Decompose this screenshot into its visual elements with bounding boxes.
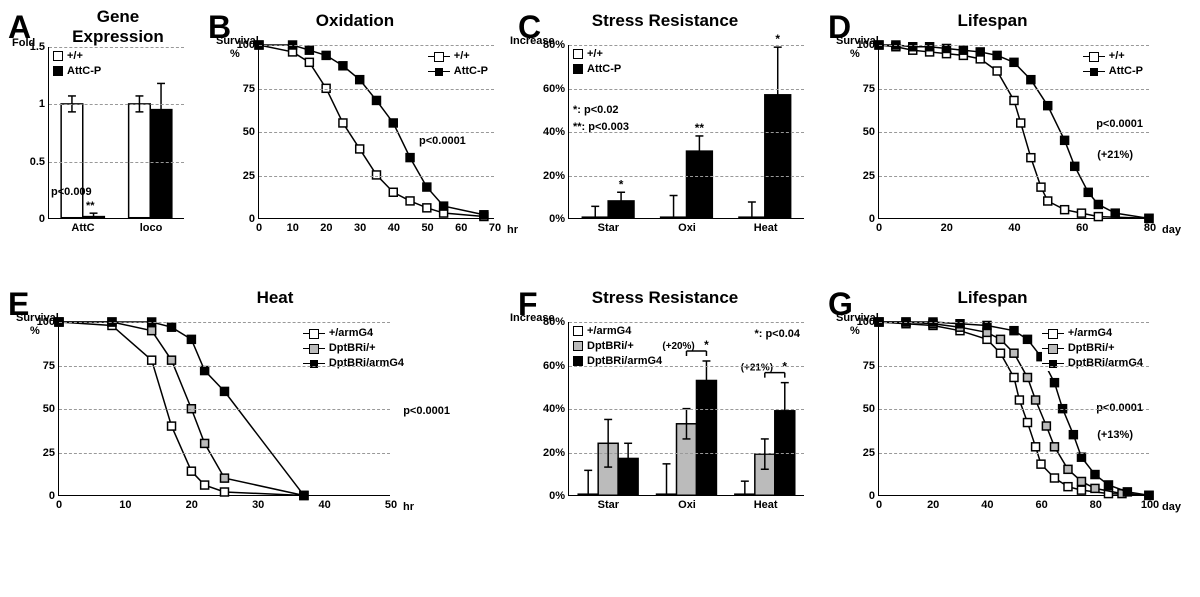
panel-title: Lifespan — [830, 288, 1155, 308]
square-open-icon — [53, 51, 63, 61]
line-grey-icon — [1042, 348, 1064, 349]
line-filled-icon — [1083, 71, 1105, 72]
line-open-icon — [1042, 333, 1064, 334]
legend-box: +/+ AttC-P — [573, 47, 621, 77]
legend-item-s1: +/armG4 — [573, 324, 662, 339]
line-filled-icon — [428, 71, 450, 72]
legend-box: +/+ AttC-P — [1083, 49, 1143, 79]
panel-lifespan-d: D Lifespan Survival % 0255075100 0204060… — [830, 15, 1155, 247]
legend-item-s2: DptBRi/+ — [303, 341, 404, 356]
legend-box: +/+ AttC-P — [428, 49, 488, 79]
square-open-icon — [573, 326, 583, 336]
square-grey-icon — [573, 341, 583, 351]
legend-item-s2: DptBRi/+ — [1042, 341, 1143, 356]
bar-chart-area: 0%20%40%60%80% StarOxiHeat **** +/+ AttC… — [568, 45, 804, 219]
legend-box: +/armG4 DptBRi/+ DptBRi/armG4 — [573, 324, 662, 369]
x-axis-ticks: 010203040506070 — [259, 220, 494, 236]
x-unit-label: hr — [507, 224, 518, 236]
x-axis-ticks: AttCloco — [49, 220, 184, 236]
panel-title: Gene Expression — [46, 7, 190, 47]
square-open-icon — [573, 49, 583, 59]
significance-stars: ** — [86, 200, 95, 212]
p-value-note: p<0.0001 — [1096, 402, 1143, 414]
line-open-icon — [428, 56, 450, 57]
legend-item-wt: +/+ — [1083, 49, 1143, 64]
line-grey-icon — [303, 348, 325, 349]
legend-item-s3: DptBRi/armG4 — [303, 356, 404, 371]
x-unit-label: day — [1162, 501, 1181, 513]
bar-chart-area: 00.511.5 AttCloco +/+ AttC-P p<0.009 ** — [48, 47, 184, 219]
pct-note: (+21%) — [1097, 149, 1133, 161]
panel-lifespan-g: G Lifespan Survival % 0255075100 0204060… — [830, 292, 1155, 524]
line-chart-area: 0255075100 020406080 +/+ AttC-P p<0.0001… — [878, 45, 1149, 219]
legend-item-wt: +/+ — [53, 49, 101, 64]
panel-stress-resistance-c: C Stress Resistance Increase 0%20%40%60%… — [520, 15, 810, 247]
legend-item-mut: AttC-P — [1083, 64, 1143, 79]
panel-title: Heat — [50, 288, 500, 308]
y-axis-ticks: 0%20%40%60%80% — [533, 322, 567, 495]
p-value-note: p<0.0001 — [403, 405, 450, 417]
legend-item-mut: AttC-P — [428, 64, 488, 79]
legend-item-wt: +/+ — [573, 47, 621, 62]
legend-item-mut: AttC-P — [53, 64, 101, 79]
p-value-note: p<0.0001 — [1096, 118, 1143, 130]
y-axis-ticks: 0%20%40%60%80% — [533, 45, 567, 218]
line-open-icon — [303, 333, 325, 334]
svg-text:(+21%): (+21%) — [741, 363, 773, 374]
svg-text:*: * — [704, 338, 709, 352]
line-chart-area: 0255075100 020406080100 +/armG4 DptBRi/+… — [878, 322, 1149, 496]
legend-item-s3: DptBRi/armG4 — [1042, 356, 1143, 371]
svg-text:(+20%): (+20%) — [662, 341, 694, 352]
panel-oxidation: B Oxidation Survival % 0255075100 010203… — [210, 15, 500, 247]
panel-title: Oxidation — [210, 11, 500, 31]
square-filled-icon — [573, 64, 583, 74]
line-filled-icon — [1042, 363, 1064, 364]
bar-chart-area: 0%20%40%60%80% StarOxiHeat *(+20%)*(+21%… — [568, 322, 804, 496]
x-axis-ticks: StarOxiHeat — [569, 220, 804, 236]
x-axis-ticks: 01020304050 — [59, 497, 390, 513]
legend-box: +/+ AttC-P — [53, 49, 101, 79]
x-axis-ticks: StarOxiHeat — [569, 497, 804, 513]
pct-note: (+13%) — [1097, 429, 1133, 441]
sig-note-1: *: p<0.02 — [573, 104, 619, 116]
panel-stress-resistance-f: F Stress Resistance Increase 0%20%40%60%… — [520, 292, 810, 524]
line-open-icon — [1083, 56, 1105, 57]
sig-note: *: p<0.04 — [754, 328, 800, 340]
svg-text:*: * — [619, 177, 624, 191]
y-axis-ticks: 0255075100 — [223, 45, 257, 218]
legend-box: +/armG4 DptBRi/+ DptBRi/armG4 — [1042, 326, 1143, 371]
legend-item-s2: DptBRi/+ — [573, 339, 662, 354]
p-value-note: p<0.0001 — [419, 135, 466, 147]
y-axis-ticks: 00.511.5 — [13, 47, 47, 218]
panel-title: Stress Resistance — [520, 11, 810, 31]
x-axis-ticks: 020406080 — [879, 220, 1149, 236]
p-value-note: p<0.009 — [51, 186, 92, 198]
legend-item-s1: +/armG4 — [303, 326, 404, 341]
y-axis-ticks: 0255075100 — [843, 45, 877, 218]
panel-gene-expression: A Gene Expression Fold 00.511.5 AttCloco… — [10, 15, 190, 247]
y-axis-ticks: 0255075100 — [843, 322, 877, 495]
line-filled-icon — [303, 363, 325, 364]
panel-title: Lifespan — [830, 11, 1155, 31]
square-filled-icon — [53, 66, 63, 76]
x-unit-label: hr — [403, 501, 414, 513]
line-chart-area: 0255075100 010203040506070 +/+ AttC-P p<… — [258, 45, 494, 219]
y-axis-ticks: 0255075100 — [23, 322, 57, 495]
x-unit-label: day — [1162, 224, 1181, 236]
panel-title: Stress Resistance — [520, 288, 810, 308]
svg-text:*: * — [782, 360, 787, 374]
legend-box: +/armG4 DptBRi/+ DptBRi/armG4 — [303, 326, 404, 371]
legend-item-s1: +/armG4 — [1042, 326, 1143, 341]
legend-item-mut: AttC-P — [573, 62, 621, 77]
x-axis-ticks: 020406080100 — [879, 497, 1149, 513]
legend-item-wt: +/+ — [428, 49, 488, 64]
panel-heat: E Heat Survival % 0255075100 01020304050… — [10, 292, 500, 524]
line-chart-area: 0255075100 01020304050 +/armG4 DptBRi/+ … — [58, 322, 390, 496]
